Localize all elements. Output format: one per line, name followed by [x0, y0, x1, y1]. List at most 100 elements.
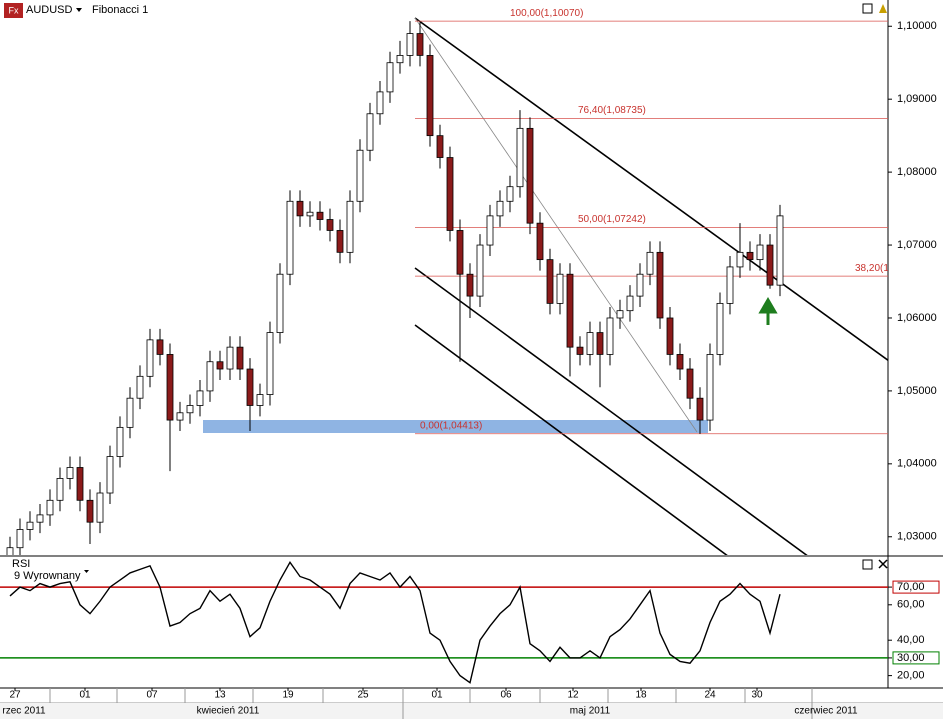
- month-row: [0, 703, 943, 719]
- candle-body: [416, 33, 424, 56]
- candle-body: [136, 375, 144, 399]
- fib-label: 38,20(1: [855, 263, 889, 274]
- rsi-subtitle: 9 Wyrownany: [14, 570, 81, 582]
- template[interactable]: Fibonacci 1: [92, 4, 148, 16]
- month-label: czerwiec 2011: [794, 706, 858, 717]
- maximize-button[interactable]: [862, 559, 873, 570]
- candle-body: [516, 127, 524, 188]
- candle-body: [146, 339, 154, 377]
- fib-trend-line: [414, 17, 698, 433]
- candle-body: [106, 456, 114, 494]
- candle-body: [706, 354, 714, 421]
- month-label: rzec 2011: [2, 706, 46, 717]
- dropdown-icon[interactable]: [84, 570, 89, 573]
- candle-body: [156, 339, 164, 355]
- candle-body: [306, 211, 314, 217]
- candle-body: [746, 251, 754, 261]
- price-panel: 100,00(1,10070) 76,40(1,08735) 50,00(1,072…: [6, 8, 889, 555]
- signal-arrow: [758, 297, 778, 325]
- maximize-button[interactable]: [862, 3, 873, 14]
- x-tick-label: 24: [704, 690, 716, 701]
- candle-body: [166, 354, 174, 421]
- candle-body: [766, 244, 774, 286]
- candle-body: [196, 390, 204, 406]
- rsi-title: RSI: [12, 558, 30, 570]
- x-tick-label: 19: [282, 690, 294, 701]
- drawing-tools: [203, 17, 888, 555]
- candle-body: [346, 200, 354, 253]
- x-tick-label: 01: [79, 690, 91, 701]
- candle-body: [376, 91, 384, 115]
- rsi-y-tick-label: 60,00: [897, 599, 925, 611]
- candle-body: [736, 251, 744, 268]
- candle-body: [336, 230, 344, 253]
- fx-icon[interactable]: [4, 3, 23, 18]
- candle-body: [386, 62, 394, 93]
- candle-body: [426, 55, 434, 137]
- x-tick-label: 01: [431, 690, 443, 701]
- x-tick-label: 18: [635, 690, 647, 701]
- candle-body: [66, 467, 74, 479]
- candle-body: [606, 317, 614, 355]
- candle-body: [776, 215, 784, 286]
- candle-body: [296, 200, 304, 217]
- candle-body: [756, 244, 764, 261]
- rsi-y-tick-label: 40,00: [897, 634, 925, 646]
- candle-body: [96, 492, 104, 523]
- candle-body: [6, 547, 14, 555]
- candle-body: [576, 346, 584, 355]
- candle-body: [316, 211, 324, 220]
- candle-body: [46, 499, 54, 516]
- candle-body: [276, 273, 284, 333]
- candle-body: [456, 230, 464, 275]
- fib-label: 100,00(1,10070): [510, 8, 583, 19]
- candle-body: [546, 259, 554, 304]
- alert-button[interactable]: [879, 4, 887, 13]
- y-tick-label: 1,03000: [897, 531, 937, 543]
- candle-body: [176, 412, 184, 421]
- candle-body: [446, 157, 454, 231]
- candle-body: [696, 397, 704, 421]
- symbol[interactable]: AUDUSD: [26, 4, 73, 16]
- candle-body: [126, 397, 134, 428]
- candle-body: [646, 251, 654, 275]
- candle-body: [326, 219, 334, 231]
- y-tick-label: 1,10000: [897, 20, 937, 32]
- candle-body: [226, 346, 234, 370]
- candle-body: [596, 332, 604, 355]
- rsi-panel: [0, 561, 888, 684]
- y-tick-label: 1,05000: [897, 385, 937, 397]
- candle-body: [616, 310, 624, 319]
- candle-body: [76, 467, 84, 501]
- candle-body: [716, 302, 724, 355]
- candle-body: [56, 478, 64, 501]
- y-tick-label: 1,09000: [897, 93, 937, 105]
- candle-body: [486, 215, 494, 246]
- rsi-y-tick-label: 70,00: [897, 581, 925, 593]
- candle-body: [556, 273, 564, 304]
- candle-body: [366, 113, 374, 151]
- dropdown-icon[interactable]: [76, 8, 82, 12]
- rsi-y-tick-label: 30,00: [897, 652, 925, 664]
- candle-body: [206, 361, 214, 392]
- candle-body: [396, 55, 404, 64]
- x-tick-label: 27: [9, 690, 21, 701]
- rsi-level-box: [892, 580, 940, 594]
- y-tick-label: 1,04000: [897, 458, 937, 470]
- rsi-line: [9, 561, 781, 684]
- candle-body: [626, 295, 634, 312]
- candle-body: [666, 317, 674, 355]
- candle-body: [436, 135, 444, 158]
- x-tick-label: 13: [214, 690, 226, 701]
- month-label: kwiecień 2011: [197, 706, 260, 717]
- x-tick-label: 06: [500, 690, 512, 701]
- x-tick-label: 25: [357, 690, 369, 701]
- close-button[interactable]: [878, 559, 888, 569]
- candle-body: [536, 222, 544, 261]
- fib-label: 76,40(1,08735): [578, 105, 646, 116]
- candle-body: [566, 273, 574, 348]
- candle-body: [476, 244, 484, 297]
- candle-body: [256, 394, 264, 406]
- candle-body: [116, 426, 124, 457]
